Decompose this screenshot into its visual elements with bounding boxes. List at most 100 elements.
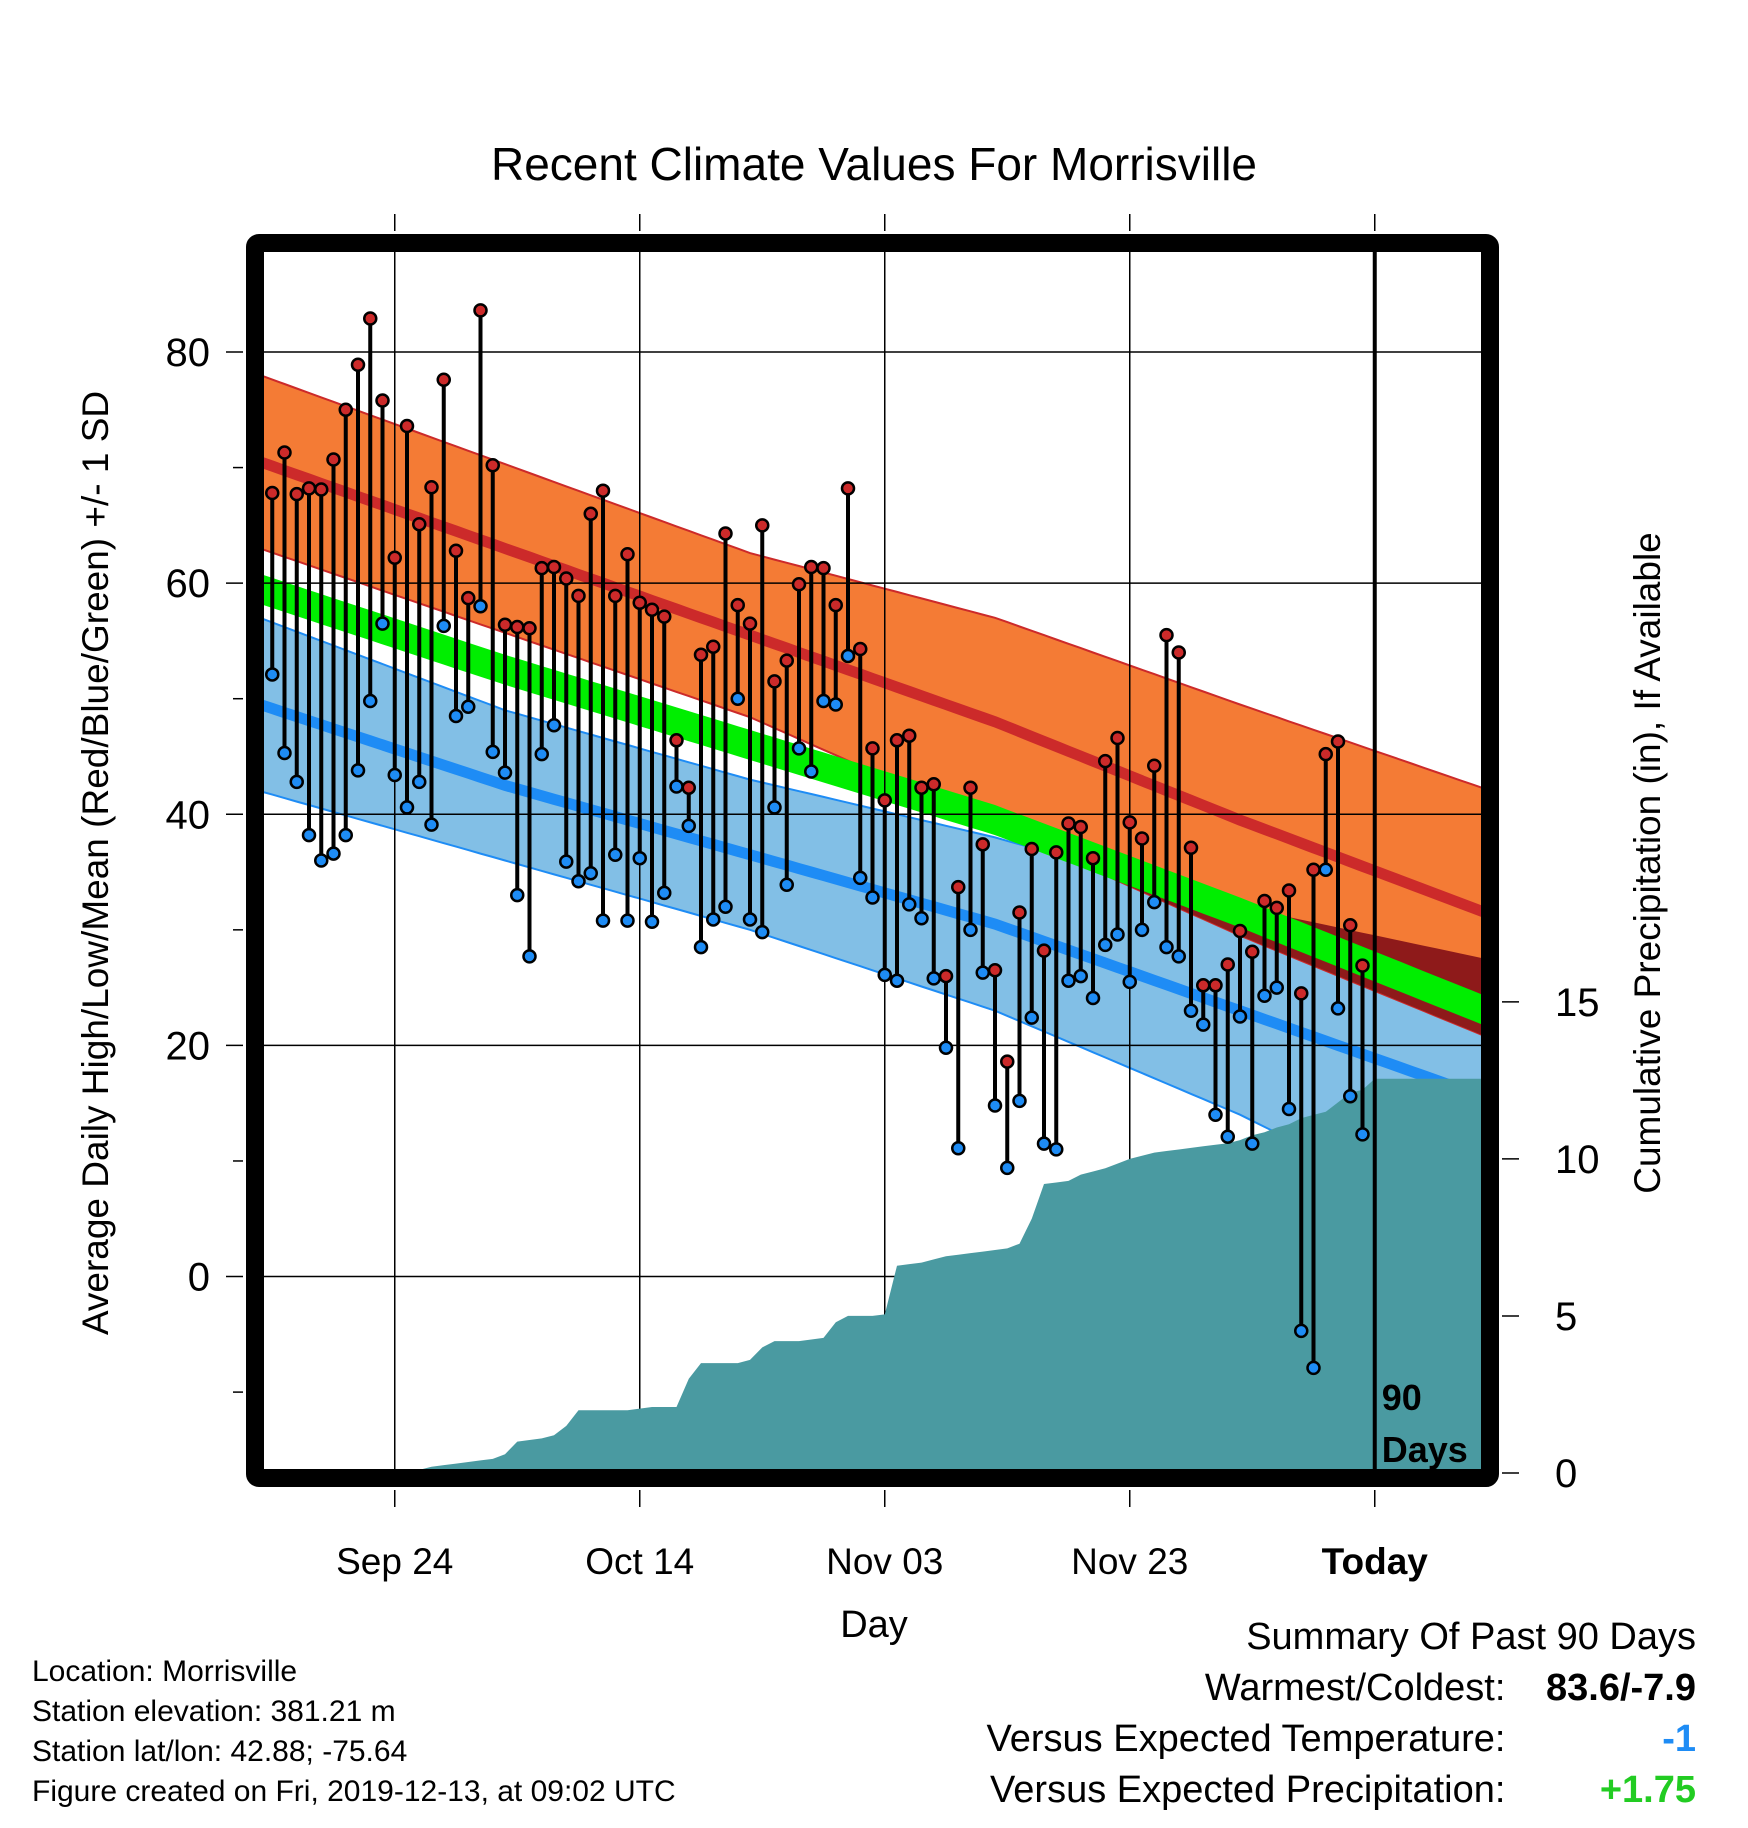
x-tick-label: Nov 23 [1071,1541,1188,1582]
y-tick-label: 20 [166,1024,211,1068]
daily-high-point [583,506,598,522]
daily-low-point [559,854,574,869]
daily-high-point [1330,734,1346,749]
daily-low-point [448,708,464,724]
station-elevation: Station elevation: 381.21 m [32,1695,396,1728]
daily-low-point [1098,937,1113,953]
daily-high-point [816,560,831,576]
daily-low-point [889,973,905,988]
daily-high-point [461,590,476,606]
daily-high-point [1269,900,1284,916]
plot-frame [246,234,1499,1487]
daily-high-point [1061,816,1076,831]
daily-high-point [277,445,292,460]
extremes-value: 83.6/-7.9 [1546,1667,1696,1709]
figure-created: Figure created on Fri, 2019-12-13, at 09… [32,1775,676,1808]
daily-high-point [424,479,439,495]
daily-low-point [742,912,758,927]
daily-low-point [938,1040,954,1055]
daily-high-point [1085,850,1101,866]
daily-low-point [546,718,562,733]
daily-low-point [1196,1017,1211,1032]
daily-low-point [779,877,794,893]
daily-low-point [693,939,709,955]
station-info: Location: Morrisville Station elevation:… [32,1652,676,1812]
y-tick-label: 40 [166,793,211,837]
daily-low-point [473,599,488,614]
daily-high-point [289,486,304,502]
daily-low-point [1257,988,1272,1003]
summary-precipitation: Versus Expected Precipitation: +1.75 [987,1765,1696,1816]
daily-low-point [963,922,978,938]
daily-high-point [559,571,574,586]
today-days-label: Days [1382,1429,1468,1470]
daily-high-point [804,559,819,575]
daily-high-point [840,481,856,496]
y-tick-label: 0 [188,1256,210,1300]
daily-high-point [301,481,317,496]
daily-low-point [791,741,807,756]
daily-high-point [350,357,366,372]
y-tick-label: 60 [166,562,211,606]
daily-high-point [534,560,549,576]
daily-low-point [1232,1009,1248,1024]
daily-low-point [987,1098,1003,1113]
daily-high-point [338,402,353,418]
daily-low-point [1085,990,1101,1006]
daily-high-point [779,653,794,668]
daily-high-point [1110,730,1125,746]
daily-low-point [1000,1160,1015,1176]
daily-high-point [1355,958,1370,973]
daily-high-point [1049,845,1064,860]
daily-low-point [1208,1107,1223,1122]
daily-high-point [412,516,427,532]
daily-high-point [1257,893,1272,909]
daily-low-point [412,774,427,790]
daily-high-point [963,780,978,795]
daily-low-point [828,697,843,712]
daily-high-point [399,418,415,434]
daily-low-point [1343,1089,1358,1104]
daily-high-point [914,780,929,795]
x-tick-label: Nov 03 [826,1541,943,1582]
daily-low-point [595,913,611,928]
daily-low-point [1147,894,1162,910]
daily-high-point [853,641,868,657]
daily-low-point [510,887,525,903]
daily-high-point [1147,758,1162,773]
daily-low-point [1318,862,1333,877]
daily-high-point [718,526,733,541]
daily-high-point [755,518,770,533]
daily-low-point [375,616,390,631]
daily-low-point [644,914,660,929]
daily-high-point [1208,978,1223,993]
daily-low-point [583,865,598,881]
today-line: 90 Days [1372,248,1468,1473]
daily-high-point [1000,1054,1015,1069]
daily-high-point [828,597,843,613]
daily-low-point [1183,1003,1199,1018]
x-axis-label: Day [840,1604,908,1646]
daily-high-point [1281,883,1297,898]
daily-high-point [1134,831,1150,846]
today-days-label: 90 [1382,1377,1422,1418]
axes: 0 20 40 60 80 Sep 24 Oct 14 Nov 03 Nov 23 Today 0 5… [166,214,1600,1582]
daily-high-point [387,550,402,565]
daily-high-point [951,879,966,895]
daily-high-point [1024,841,1039,857]
daily-low-point [840,648,856,664]
daily-low-point [669,779,684,794]
daily-low-point [1036,1136,1052,1151]
daily-low-point [804,764,819,779]
temperature-label: Versus Expected Temperature: [986,1718,1506,1760]
daily-low-point [681,818,696,834]
daily-low-point [755,924,770,940]
daily-low-point [853,870,868,886]
daily-high-point [791,577,807,592]
daily-high-point [1220,957,1235,972]
y-tick-label: 80 [166,331,211,375]
daily-low-point [1281,1101,1297,1117]
daily-high-point [681,780,696,795]
daily-high-point [975,837,990,852]
daily-low-point [363,693,378,709]
